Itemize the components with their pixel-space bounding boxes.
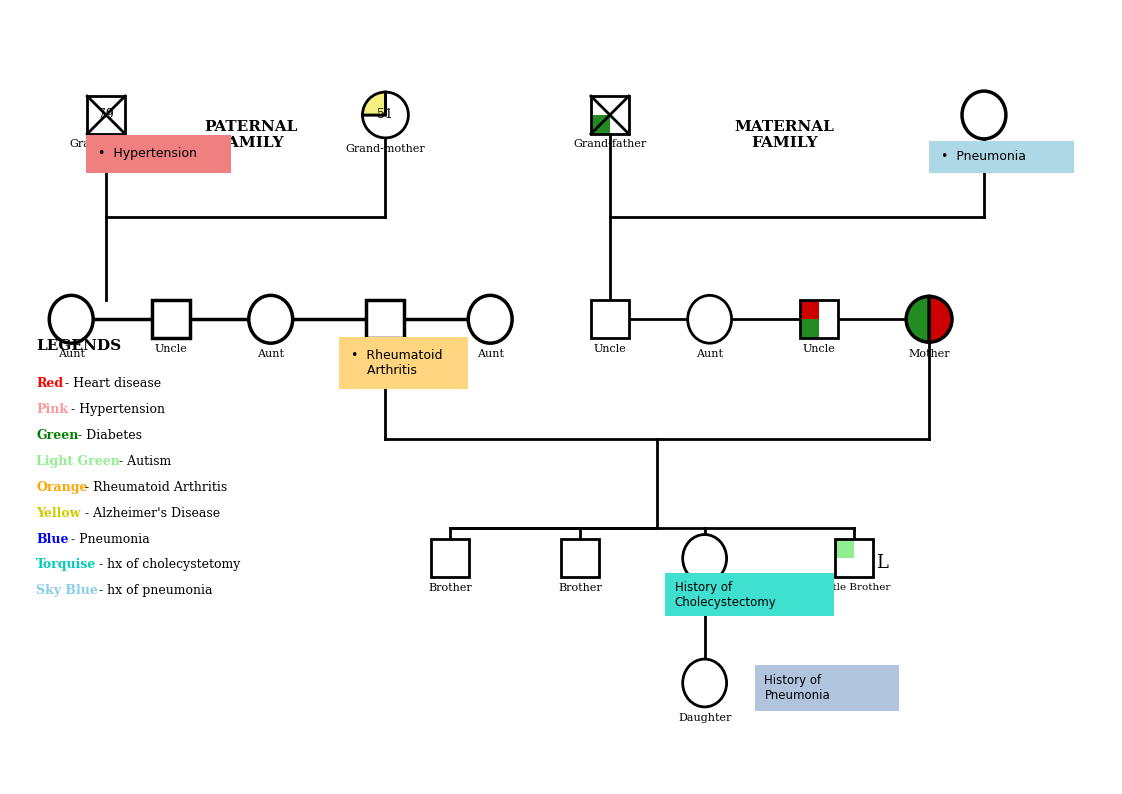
Wedge shape bbox=[929, 296, 953, 342]
Bar bbox=[819, 319, 838, 338]
Text: - Autism: - Autism bbox=[114, 455, 172, 468]
Text: Green: Green bbox=[36, 429, 79, 442]
Bar bbox=[339, 337, 468, 389]
Text: Me: Me bbox=[696, 588, 714, 599]
Text: Pink: Pink bbox=[36, 403, 68, 416]
Ellipse shape bbox=[682, 659, 727, 707]
Text: Uncle: Uncle bbox=[594, 344, 626, 354]
Text: History of
Cholecystectomy: History of Cholecystectomy bbox=[674, 580, 776, 609]
Bar bbox=[591, 300, 628, 338]
Bar bbox=[664, 573, 835, 616]
Bar bbox=[835, 539, 873, 577]
Ellipse shape bbox=[682, 534, 727, 582]
Text: - hx of pneumonia: - hx of pneumonia bbox=[94, 584, 212, 597]
Text: Mother: Mother bbox=[909, 349, 950, 359]
Bar bbox=[819, 300, 838, 319]
Text: •  Pneumonia: • Pneumonia bbox=[941, 150, 1026, 164]
Bar bbox=[854, 558, 873, 577]
Text: - Alzheimer's Disease: - Alzheimer's Disease bbox=[81, 507, 220, 519]
Text: Sky Blue: Sky Blue bbox=[36, 584, 99, 597]
Bar bbox=[591, 115, 610, 134]
Bar bbox=[86, 135, 231, 173]
Text: - Diabetes: - Diabetes bbox=[74, 429, 142, 442]
Ellipse shape bbox=[468, 295, 512, 343]
Bar bbox=[591, 96, 628, 134]
Text: - hx of cholecystetomy: - hx of cholecystetomy bbox=[94, 558, 240, 572]
Bar bbox=[754, 665, 899, 711]
Text: Light Green: Light Green bbox=[36, 455, 120, 468]
Text: Aunt: Aunt bbox=[257, 349, 284, 359]
Text: Yellow: Yellow bbox=[36, 507, 81, 519]
Bar bbox=[88, 96, 125, 134]
Text: - Heart disease: - Heart disease bbox=[61, 377, 160, 390]
Ellipse shape bbox=[962, 91, 1006, 139]
Bar bbox=[431, 539, 469, 577]
Wedge shape bbox=[907, 296, 929, 342]
Wedge shape bbox=[362, 92, 408, 138]
Text: - Pneumonia: - Pneumonia bbox=[67, 533, 150, 545]
Text: Little Brother: Little Brother bbox=[818, 584, 891, 592]
Text: L: L bbox=[876, 554, 889, 572]
Bar bbox=[367, 300, 404, 338]
Text: Grand-father: Grand-father bbox=[70, 139, 142, 149]
Text: Aunt: Aunt bbox=[57, 349, 85, 359]
Ellipse shape bbox=[249, 295, 293, 343]
Text: Grand-mother: Grand-mother bbox=[346, 144, 425, 154]
Bar bbox=[800, 319, 819, 338]
Bar bbox=[835, 558, 854, 577]
Bar bbox=[929, 141, 1074, 173]
Bar bbox=[151, 300, 190, 338]
Text: Red: Red bbox=[36, 377, 64, 390]
Text: PATERNAL
FAMILY: PATERNAL FAMILY bbox=[204, 120, 297, 150]
Bar bbox=[800, 300, 819, 319]
Ellipse shape bbox=[688, 295, 732, 343]
Text: Brother: Brother bbox=[558, 584, 601, 593]
Text: Brother: Brother bbox=[429, 584, 472, 593]
Text: History of
Pneumonia: History of Pneumonia bbox=[764, 674, 830, 702]
Text: 51: 51 bbox=[377, 109, 394, 121]
Bar bbox=[835, 539, 854, 558]
Ellipse shape bbox=[49, 295, 93, 343]
Text: Daughter: Daughter bbox=[678, 713, 732, 723]
Text: Orange: Orange bbox=[36, 480, 88, 494]
Text: Aunt: Aunt bbox=[696, 349, 724, 359]
Bar bbox=[854, 539, 873, 558]
Wedge shape bbox=[362, 92, 386, 115]
Text: MATERNAL
FAMILY: MATERNAL FAMILY bbox=[735, 120, 835, 150]
Text: Father: Father bbox=[367, 344, 404, 354]
Text: Grand-mother: Grand-mother bbox=[944, 144, 1024, 154]
Text: •  Hypertension: • Hypertension bbox=[98, 148, 197, 160]
Text: - Rheumatoid Arthritis: - Rheumatoid Arthritis bbox=[81, 480, 228, 494]
Text: Uncle: Uncle bbox=[155, 344, 187, 354]
Text: LEGENDS: LEGENDS bbox=[36, 339, 121, 353]
Text: •  Rheumatoid
    Arthritis: • Rheumatoid Arthritis bbox=[350, 349, 442, 377]
Bar bbox=[561, 539, 599, 577]
Text: Blue: Blue bbox=[36, 533, 68, 545]
Text: Grand-father: Grand-father bbox=[573, 139, 646, 149]
Bar bbox=[800, 300, 838, 338]
Text: Torquise: Torquise bbox=[36, 558, 96, 572]
Text: Aunt: Aunt bbox=[477, 349, 504, 359]
Text: Uncle: Uncle bbox=[803, 344, 836, 354]
Text: 79: 79 bbox=[99, 109, 114, 121]
Text: - Hypertension: - Hypertension bbox=[67, 403, 165, 416]
